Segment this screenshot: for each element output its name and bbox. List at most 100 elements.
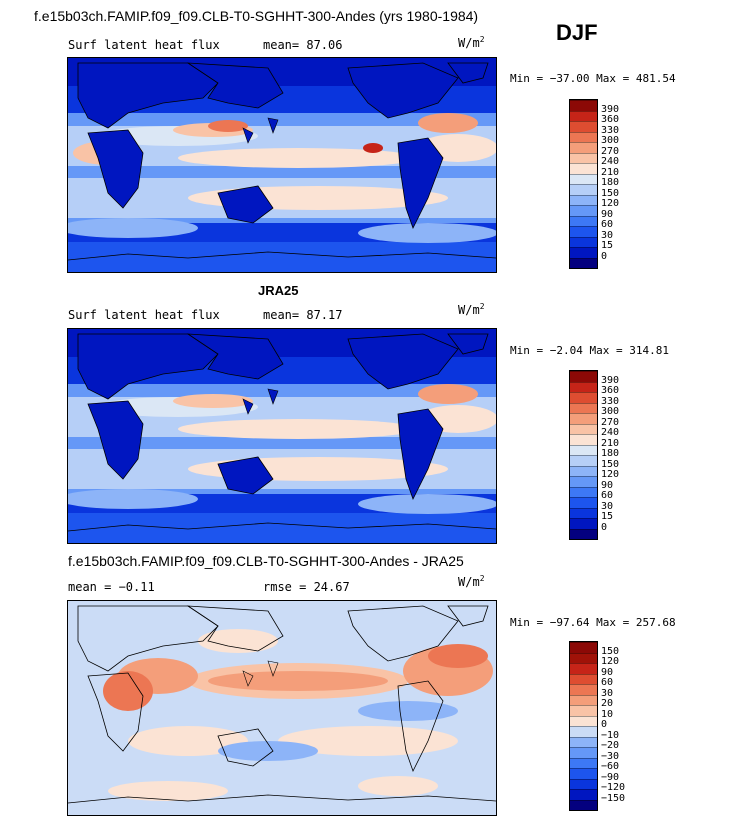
colorbar-tick-label: 210	[601, 437, 620, 449]
colorbar-swatch	[570, 100, 597, 111]
colorbar-swatch	[570, 173, 597, 184]
colorbar-swatch	[570, 663, 597, 674]
colorbar-tick-label: 390	[601, 103, 620, 115]
colorbar-tick-label: 390	[601, 374, 620, 386]
colorbar-tick-label: 60	[601, 219, 614, 230]
colorbar-tick-label: −150	[601, 792, 626, 804]
colorbar-swatch	[570, 131, 597, 142]
colorbar-swatch	[570, 392, 597, 403]
colorbar-tick-label: 30	[601, 229, 614, 241]
colorbar-tick-label: 30	[601, 500, 614, 512]
colorbar-tick-label: 150	[601, 187, 620, 199]
colorbar-tick-label: 360	[601, 114, 620, 125]
colorbar-tick-label: −120	[601, 782, 626, 793]
colorbar-tick-label: 180	[601, 177, 620, 188]
panel2-title: JRA25	[258, 283, 299, 298]
panel2-variable-label: Surf latent heat flux	[68, 308, 220, 322]
panel2-units: W/m2	[458, 302, 485, 317]
panel3-mean-label: mean = −0.11	[68, 580, 155, 594]
colorbar-swatch	[570, 257, 597, 268]
colorbar-tick-label: 15	[601, 240, 614, 251]
colorbar-swatch	[570, 673, 597, 684]
colorbar-swatch	[570, 194, 597, 205]
colorbar-tick-label: 0	[601, 719, 608, 730]
colorbar-swatch	[570, 184, 597, 195]
colorbar-swatch	[570, 371, 597, 382]
colorbar-swatch	[570, 402, 597, 413]
colorbar-swatch	[570, 434, 597, 445]
panel2-mean-label: mean= 87.17	[263, 308, 343, 322]
colorbar-tick-label: 150	[601, 645, 620, 657]
colorbar-swatch	[570, 652, 597, 663]
panel1-colorbar	[569, 99, 598, 269]
colorbar-swatch	[570, 215, 597, 226]
panel2-minmax: Min = −2.04 Max = 314.81	[510, 344, 669, 357]
colorbar-swatch	[570, 444, 597, 455]
colorbar-tick-label: 0	[601, 521, 608, 533]
colorbar-swatch	[570, 497, 597, 508]
colorbar-swatch	[570, 413, 597, 424]
map-field	[58, 58, 498, 272]
colorbar-swatch	[570, 705, 597, 716]
colorbar-swatch	[570, 465, 597, 476]
colorbar-tick-label: 60	[601, 677, 614, 688]
colorbar-swatch	[570, 236, 597, 247]
colorbar-swatch	[570, 726, 597, 737]
panel3-units: W/m2	[458, 574, 485, 589]
colorbar-tick-label: −90	[601, 771, 620, 783]
colorbar-tick-label: 180	[601, 448, 620, 459]
colorbar-swatch	[570, 121, 597, 132]
colorbar-swatch	[570, 205, 597, 216]
colorbar-swatch	[570, 757, 597, 768]
colorbar-tick-label: 270	[601, 416, 620, 428]
colorbar-swatch	[570, 684, 597, 695]
colorbar-swatch	[570, 694, 597, 705]
colorbar-tick-label: −30	[601, 750, 620, 762]
colorbar-swatch	[570, 381, 597, 392]
map-field	[58, 329, 498, 543]
colorbar-swatch	[570, 642, 597, 653]
colorbar-tick-label: 210	[601, 166, 620, 178]
colorbar-tick-label: 60	[601, 490, 614, 501]
colorbar-tick-label: 90	[601, 666, 614, 678]
colorbar-tick-label: 0	[601, 250, 608, 262]
colorbar-tick-label: 240	[601, 427, 620, 438]
panel2-colorbar	[569, 370, 598, 540]
colorbar-tick-label: 360	[601, 385, 620, 396]
panel1-mean-label: mean= 87.06	[263, 38, 343, 52]
colorbar-swatch	[570, 247, 597, 258]
panel3-map	[67, 600, 497, 816]
colorbar-swatch	[570, 768, 597, 779]
colorbar-tick-label: 150	[601, 458, 620, 470]
colorbar-swatch	[570, 736, 597, 747]
panel3-title: f.e15b03ch.FAMIP.f09_f09.CLB-T0-SGHHT-30…	[68, 553, 464, 569]
panel1-minmax: Min = −37.00 Max = 481.54	[510, 72, 676, 85]
season-label: DJF	[556, 20, 598, 45]
colorbar-swatch	[570, 152, 597, 163]
colorbar-swatch	[570, 423, 597, 434]
colorbar-swatch	[570, 486, 597, 497]
colorbar-tick-label: 300	[601, 406, 620, 417]
colorbar-tick-label: 120	[601, 469, 620, 480]
panel1-title: f.e15b03ch.FAMIP.f09_f09.CLB-T0-SGHHT-30…	[34, 8, 479, 24]
colorbar-tick-label: −20	[601, 740, 620, 751]
colorbar-swatch	[570, 778, 597, 789]
panel3-rmse-label: rmse = 24.67	[263, 580, 350, 594]
colorbar-tick-label: 240	[601, 156, 620, 167]
colorbar-tick-label: 300	[601, 135, 620, 146]
panel1-variable-label: Surf latent heat flux	[68, 38, 220, 52]
map-field	[67, 601, 497, 815]
colorbar-swatch	[570, 799, 597, 810]
colorbar-swatch	[570, 747, 597, 758]
colorbar-tick-label: 90	[601, 208, 614, 220]
colorbar-swatch	[570, 789, 597, 800]
colorbar-tick-label: 90	[601, 479, 614, 491]
colorbar-swatch	[570, 226, 597, 237]
colorbar-tick-label: 330	[601, 395, 620, 407]
colorbar-swatch	[570, 476, 597, 487]
panel3-colorbar	[569, 641, 598, 811]
colorbar-swatch	[570, 518, 597, 529]
colorbar-tick-label: 270	[601, 145, 620, 157]
colorbar-tick-label: −60	[601, 761, 620, 772]
colorbar-tick-label: 120	[601, 198, 620, 209]
